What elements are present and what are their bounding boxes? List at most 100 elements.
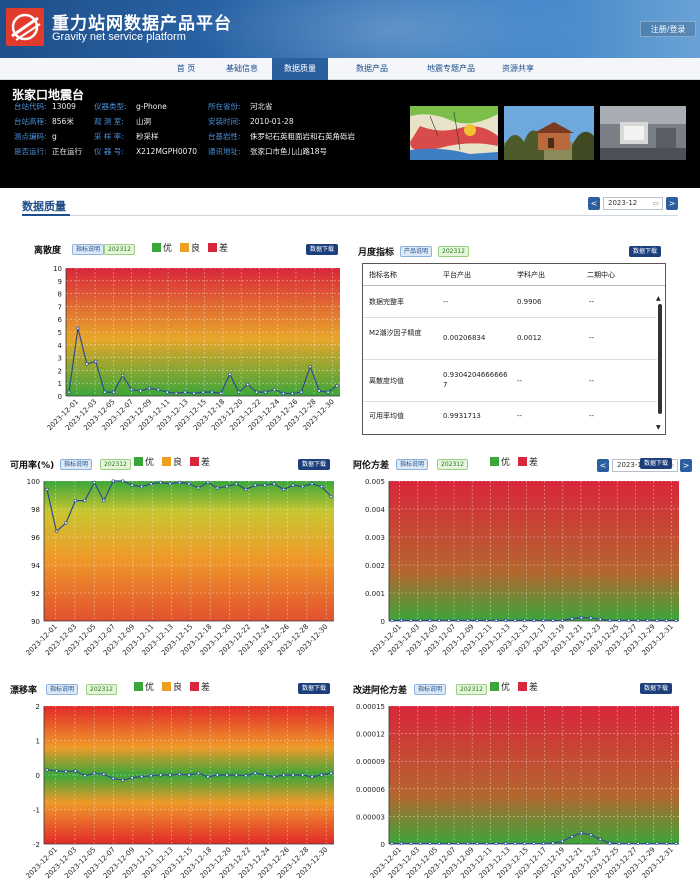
data-point[interactable] <box>282 773 286 777</box>
nav-resource-sharing[interactable]: 资源共享 <box>502 64 534 73</box>
data-point[interactable] <box>418 618 423 623</box>
data-point[interactable] <box>234 773 238 777</box>
nav-basic-info[interactable]: 基础信息 <box>226 64 258 73</box>
data-point[interactable] <box>570 617 574 621</box>
data-point[interactable] <box>54 769 59 773</box>
legend-item-poor[interactable]: 差 <box>208 243 228 255</box>
data-point[interactable] <box>111 776 115 781</box>
data-point[interactable] <box>317 389 321 393</box>
data-point[interactable] <box>45 768 49 772</box>
data-point[interactable] <box>319 773 324 777</box>
data-point[interactable] <box>291 483 295 487</box>
data-point[interactable] <box>551 618 555 623</box>
data-point[interactable] <box>513 841 517 846</box>
next-month-button-2[interactable]: > <box>680 459 692 472</box>
platform-logo-icon[interactable] <box>6 8 44 46</box>
data-point[interactable] <box>73 498 78 503</box>
nav-earthquake-products[interactable]: 地震专题产品 <box>427 64 475 73</box>
data-point[interactable] <box>215 486 220 490</box>
data-point[interactable] <box>598 617 602 621</box>
login-register-link[interactable]: 注册/登录 <box>640 21 696 37</box>
data-point[interactable] <box>246 382 250 387</box>
data-point[interactable] <box>636 841 640 846</box>
data-point[interactable] <box>664 618 669 623</box>
data-point[interactable] <box>475 841 479 846</box>
data-point[interactable] <box>409 841 413 846</box>
data-point[interactable] <box>149 482 153 486</box>
data-point[interactable] <box>485 618 489 623</box>
data-point[interactable] <box>617 618 621 623</box>
legend-item-poor[interactable]: 差 <box>190 457 210 469</box>
data-point[interactable] <box>466 841 470 846</box>
data-point[interactable] <box>598 837 602 842</box>
data-point[interactable] <box>120 373 125 378</box>
data-point[interactable] <box>300 484 305 489</box>
data-point[interactable] <box>319 484 324 489</box>
legend-item-good[interactable]: 优 <box>490 682 510 694</box>
data-point[interactable] <box>560 618 565 623</box>
table-scrollbar[interactable]: ▲ ▼ <box>655 286 665 434</box>
data-point[interactable] <box>608 841 612 845</box>
scroll-up-icon[interactable]: ▲ <box>656 295 661 302</box>
data-point[interactable] <box>92 480 96 485</box>
data-point[interactable] <box>253 483 257 487</box>
data-point[interactable] <box>447 841 451 846</box>
data-point[interactable] <box>263 773 267 777</box>
product-description-tag[interactable]: 产品说明 <box>400 246 433 257</box>
nav-data-products[interactable]: 数据产品 <box>356 64 388 73</box>
instrument-room-photo[interactable] <box>600 106 686 160</box>
next-month-button[interactable]: > <box>666 197 678 210</box>
data-point[interactable] <box>541 618 546 623</box>
data-point[interactable] <box>140 775 144 779</box>
legend-item-poor[interactable]: 差 <box>190 682 210 694</box>
data-point[interactable] <box>617 841 621 846</box>
data-point[interactable] <box>196 771 201 775</box>
data-point[interactable] <box>310 775 314 779</box>
data-point[interactable] <box>237 390 241 394</box>
geology-map-image[interactable] <box>410 106 498 160</box>
data-point[interactable] <box>570 834 574 839</box>
data-point[interactable] <box>503 618 508 623</box>
data-point[interactable] <box>494 841 498 846</box>
data-point[interactable] <box>177 772 182 776</box>
data-point[interactable] <box>85 362 89 366</box>
indicator-description-tag[interactable]: 指标说明 <box>60 459 93 470</box>
download-button[interactable]: 数据下载 <box>298 459 331 470</box>
data-point[interactable] <box>281 391 286 396</box>
data-point[interactable] <box>475 618 479 623</box>
data-point[interactable] <box>466 618 470 623</box>
legend-item-fair[interactable]: 良 <box>162 457 182 469</box>
indicator-description-tag[interactable]: 指标说明 <box>46 684 79 695</box>
data-point[interactable] <box>254 390 259 394</box>
data-point[interactable] <box>589 833 593 837</box>
data-point[interactable] <box>308 364 312 369</box>
data-point[interactable] <box>73 769 78 773</box>
data-point[interactable] <box>138 389 143 393</box>
download-button[interactable]: 数据下载 <box>306 244 339 255</box>
data-point[interactable] <box>636 618 640 623</box>
data-point[interactable] <box>329 771 333 775</box>
legend-item-poor[interactable]: 差 <box>518 457 538 469</box>
download-button[interactable]: 数据下载 <box>640 683 673 694</box>
data-point[interactable] <box>655 618 659 623</box>
data-point[interactable] <box>168 773 172 777</box>
legend-item-good[interactable]: 优 <box>490 457 510 469</box>
prev-month-button-2[interactable]: < <box>597 459 609 472</box>
data-point[interactable] <box>579 831 583 835</box>
monthly-download-button[interactable]: 数据下载 <box>629 246 662 257</box>
data-point[interactable] <box>196 486 201 490</box>
data-point[interactable] <box>210 390 214 394</box>
data-point[interactable] <box>174 391 178 396</box>
data-point[interactable] <box>329 494 333 499</box>
indicator-description-tag[interactable]: 指标说明 <box>72 244 105 255</box>
data-point[interactable] <box>310 482 314 486</box>
data-point[interactable] <box>291 773 295 777</box>
data-point[interactable] <box>532 618 536 623</box>
data-point[interactable] <box>503 841 508 846</box>
data-point[interactable] <box>201 390 205 394</box>
data-point[interactable] <box>655 841 659 846</box>
data-point[interactable] <box>253 771 257 775</box>
data-point[interactable] <box>263 390 268 394</box>
data-point[interactable] <box>428 618 432 623</box>
data-point[interactable] <box>83 498 87 503</box>
